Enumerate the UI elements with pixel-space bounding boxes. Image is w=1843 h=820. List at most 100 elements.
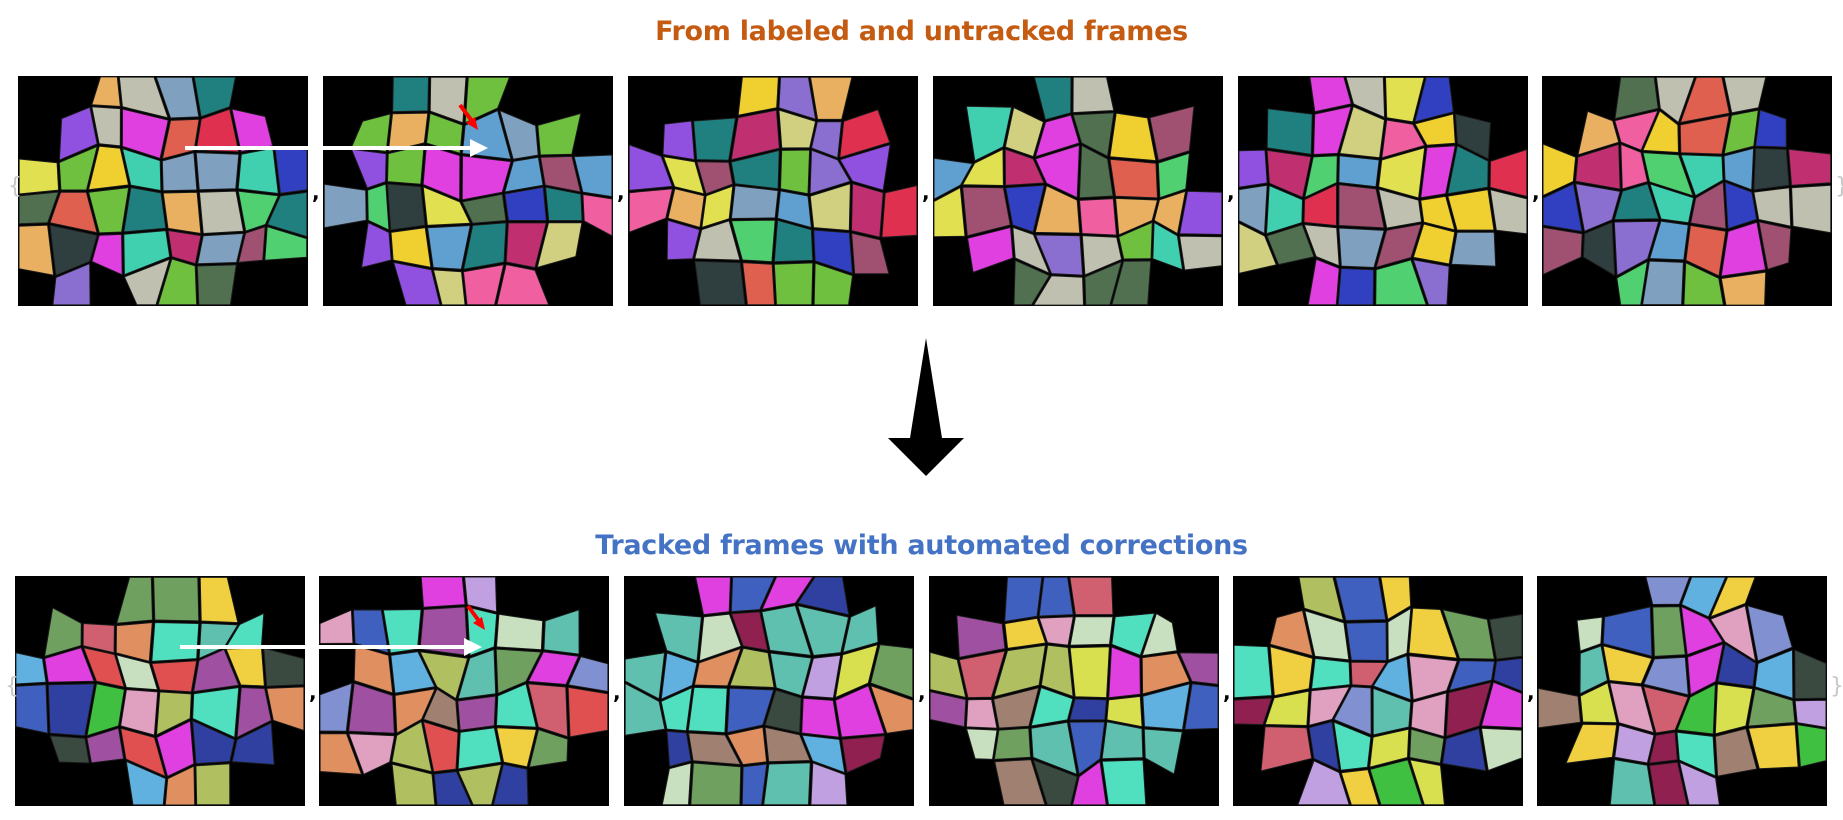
cell-region <box>193 76 236 118</box>
cell-region <box>461 193 507 224</box>
cell-region <box>965 698 998 729</box>
cell-region <box>1420 195 1456 231</box>
untracked-frame-6 <box>1542 76 1832 306</box>
cell-region <box>91 76 121 107</box>
cell-region <box>567 656 609 692</box>
cell-region <box>351 113 391 153</box>
cell-region <box>499 110 539 160</box>
cell-region <box>1614 110 1659 151</box>
cell-region <box>567 686 609 738</box>
cell-region <box>382 609 422 654</box>
cell-region <box>1755 109 1787 148</box>
cell-region <box>88 145 130 191</box>
cell-region <box>958 650 1006 699</box>
cell-region <box>1143 728 1183 775</box>
cell-region <box>1338 227 1385 268</box>
cell-region <box>195 763 231 806</box>
cell-region <box>1035 144 1080 199</box>
cell-region <box>1648 761 1688 806</box>
cell-region <box>1069 698 1107 721</box>
cell-region <box>742 262 775 306</box>
list-separator: , <box>309 680 317 704</box>
segmentation-image <box>1233 576 1523 806</box>
cell-region <box>1747 688 1796 727</box>
cell-region <box>1642 110 1679 153</box>
cell-region <box>761 576 814 610</box>
cell-region <box>1308 686 1351 726</box>
cell-region <box>1414 76 1454 123</box>
cell-region <box>662 156 705 195</box>
cell-region <box>777 190 812 229</box>
cell-region <box>730 149 780 190</box>
cell-region <box>1369 728 1410 768</box>
cell-region <box>1304 155 1338 198</box>
cell-region <box>1609 682 1655 734</box>
cell-region <box>1005 184 1045 233</box>
cell-region <box>1408 607 1458 659</box>
cell-region <box>993 687 1040 729</box>
cell-region <box>115 622 153 662</box>
cell-region <box>44 607 82 657</box>
cell-region <box>662 120 695 161</box>
cell-region <box>155 76 200 119</box>
cell-region <box>1723 76 1767 114</box>
cell-region <box>88 187 130 234</box>
segmentation-image <box>1542 76 1832 306</box>
cell-region <box>197 232 244 265</box>
cell-region <box>1298 576 1344 621</box>
cell-region <box>1004 617 1047 649</box>
list-separator: , <box>1532 180 1540 204</box>
cell-region <box>82 623 115 654</box>
cell-region <box>86 727 125 764</box>
cell-region <box>1649 220 1689 261</box>
cell-region <box>52 263 91 306</box>
cell-region <box>151 622 200 662</box>
cell-region <box>801 734 846 774</box>
cell-region <box>1034 185 1081 234</box>
list-brace-close: } <box>1835 174 1843 200</box>
cell-region <box>1676 683 1716 735</box>
cell-region <box>44 647 95 683</box>
cell-region <box>319 682 353 732</box>
cell-region <box>1720 221 1767 277</box>
cell-region <box>1115 197 1158 236</box>
cell-region <box>47 683 95 737</box>
cell-region <box>1260 726 1313 772</box>
cell-region <box>121 148 162 192</box>
cell-region <box>1794 699 1827 728</box>
cell-region <box>624 682 666 736</box>
cell-region <box>348 733 395 775</box>
cell-region <box>1614 724 1655 764</box>
cell-region <box>121 108 169 159</box>
cell-region <box>432 269 466 306</box>
segmentation-image <box>624 576 914 806</box>
cell-region <box>726 726 768 766</box>
cell-region <box>1754 649 1794 699</box>
cell-region <box>1579 682 1618 724</box>
cell-region <box>1614 76 1659 120</box>
cell-region <box>1679 761 1720 806</box>
bottom-title: Tracked frames with automated correction… <box>595 530 1248 561</box>
cell-region <box>387 144 425 185</box>
cell-region <box>1038 616 1074 646</box>
list-brace-open: { <box>5 674 19 699</box>
cell-region <box>58 145 98 191</box>
cell-region <box>18 191 59 225</box>
tracked-frame-3 <box>624 576 914 806</box>
cell-region <box>167 230 202 265</box>
cell-region <box>1072 76 1115 114</box>
cell-region <box>422 721 459 773</box>
cell-region <box>118 76 169 119</box>
cell-region <box>433 771 472 806</box>
cell-region <box>231 722 275 766</box>
cell-region <box>266 191 308 238</box>
cell-region <box>834 685 885 738</box>
cell-region <box>696 161 734 195</box>
cell-region <box>966 728 998 760</box>
cell-region <box>1542 226 1583 275</box>
cell-region <box>834 644 879 699</box>
cell-region <box>419 606 469 656</box>
cell-region <box>423 688 459 731</box>
cell-region <box>687 686 728 734</box>
list-separator: , <box>1223 680 1231 704</box>
